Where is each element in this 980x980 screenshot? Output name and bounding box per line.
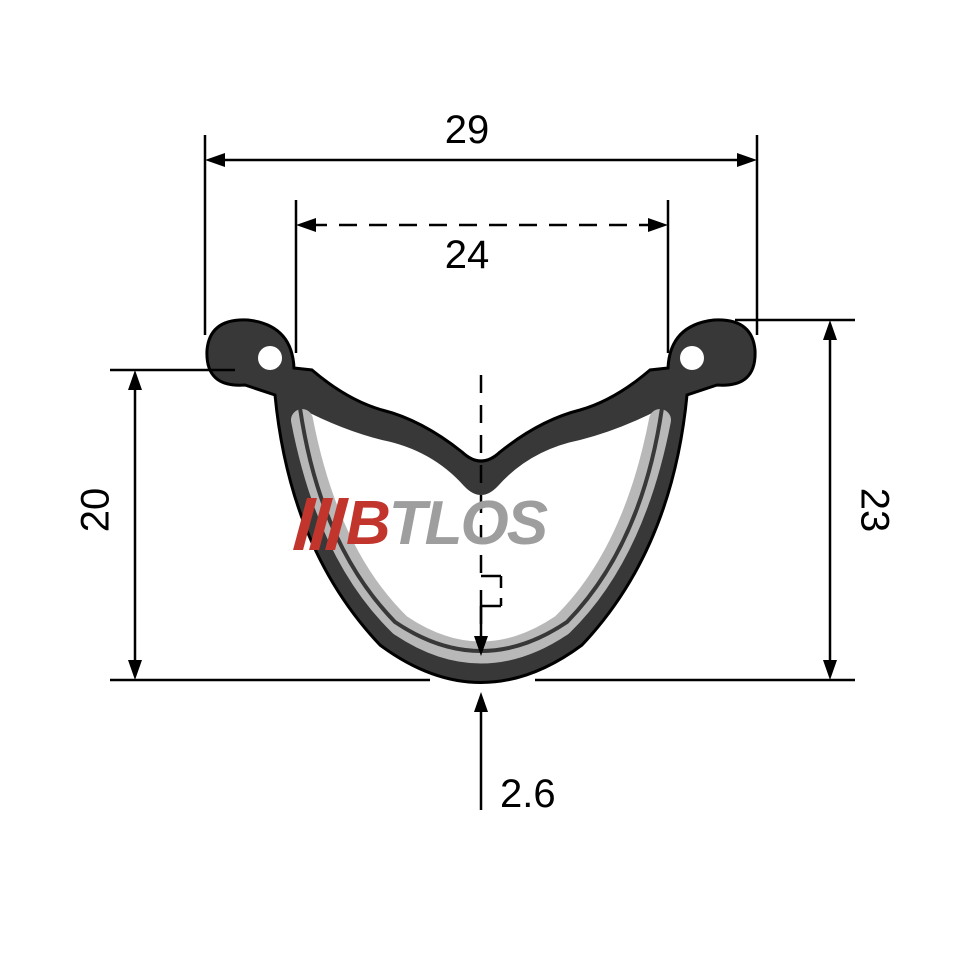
label-right-height: 23 [852,488,897,533]
watermark-logo: BTLOS [300,488,546,559]
bead-hook-left [258,346,282,370]
logo-text: TLOS [389,488,546,559]
logo-b: B [346,488,389,559]
label-outer-width: 29 [445,108,490,153]
bead-hook-right [680,346,704,370]
label-left-height: 20 [74,488,119,533]
label-inner-width: 24 [445,233,490,278]
logo-bars [293,498,349,550]
label-thickness: 2.6 [500,772,556,817]
